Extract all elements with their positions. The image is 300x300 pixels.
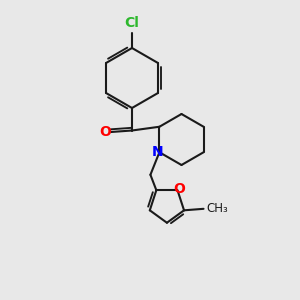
Text: CH₃: CH₃ <box>206 202 228 215</box>
Text: O: O <box>173 182 185 196</box>
Text: O: O <box>100 125 112 139</box>
Text: Cl: Cl <box>124 16 140 30</box>
Text: N: N <box>152 145 164 159</box>
